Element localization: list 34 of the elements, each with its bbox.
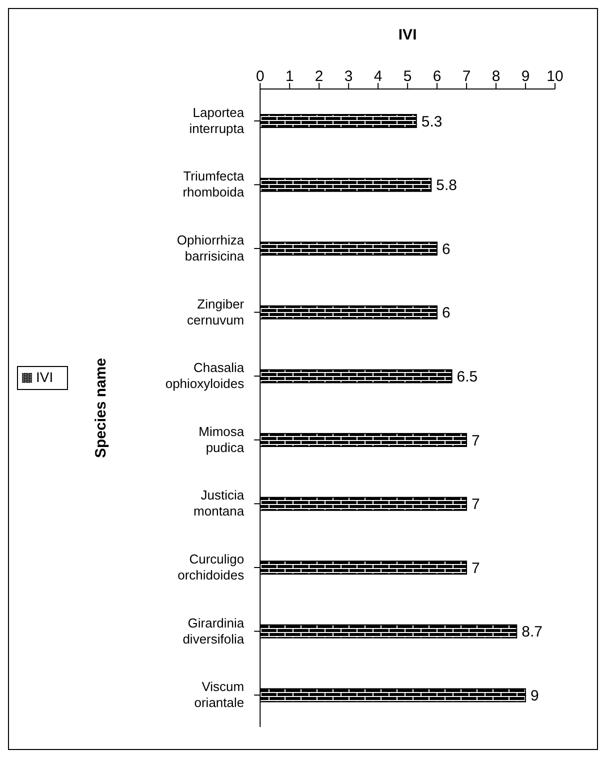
data-label: 7 bbox=[472, 560, 480, 577]
data-label: 7 bbox=[472, 496, 480, 514]
data-label: 6 bbox=[442, 240, 450, 258]
data-label: 9 bbox=[530, 688, 539, 705]
y-tick-label: Mimosa pudica bbox=[198, 424, 245, 455]
y-tick-label: Laportea interrupta bbox=[189, 104, 245, 136]
x-tick-label: 0 bbox=[256, 68, 264, 85]
x-tick-label: 4 bbox=[374, 68, 382, 85]
y-tick-label: Viscum oriantale bbox=[194, 679, 244, 710]
x-tick-label: 7 bbox=[462, 68, 471, 85]
legend-label: IVI bbox=[36, 369, 54, 385]
y-tick-label: Girardinia diversifolia bbox=[182, 615, 245, 646]
data-label: 6 bbox=[442, 304, 450, 322]
y-axis-title: Species name bbox=[92, 358, 110, 458]
y-tick-label: Zingiber cernuvum bbox=[187, 296, 245, 328]
y-tick-label: Justicia montana bbox=[194, 488, 245, 519]
y-tick-label: Triumfecta rhomboida bbox=[182, 168, 245, 200]
x-tick-label: 2 bbox=[314, 68, 324, 85]
y-tick-label: Curculigo orchidoides bbox=[178, 552, 245, 582]
x-tick-label: 6 bbox=[432, 68, 442, 85]
data-label: 7 bbox=[472, 432, 480, 450]
data-label: 5.3 bbox=[421, 113, 442, 130]
x-tick-label: 10 bbox=[546, 68, 564, 85]
x-tick-label: 9 bbox=[521, 68, 530, 85]
y-tick-label: Chasalia ophioxyloides bbox=[165, 360, 245, 392]
y-tick-label: Ophiorrhiza barrisicina bbox=[176, 232, 245, 264]
x-tick-label: 8 bbox=[492, 68, 500, 85]
data-label: 6.5 bbox=[456, 368, 478, 386]
x-tick-label: 1 bbox=[285, 68, 294, 85]
x-axis-title: IVI bbox=[398, 26, 417, 44]
data-label: 8.7 bbox=[522, 624, 543, 641]
x-tick-label: 3 bbox=[344, 68, 353, 85]
x-tick-label: 5 bbox=[403, 68, 412, 85]
data-label: 5.8 bbox=[436, 177, 458, 194]
